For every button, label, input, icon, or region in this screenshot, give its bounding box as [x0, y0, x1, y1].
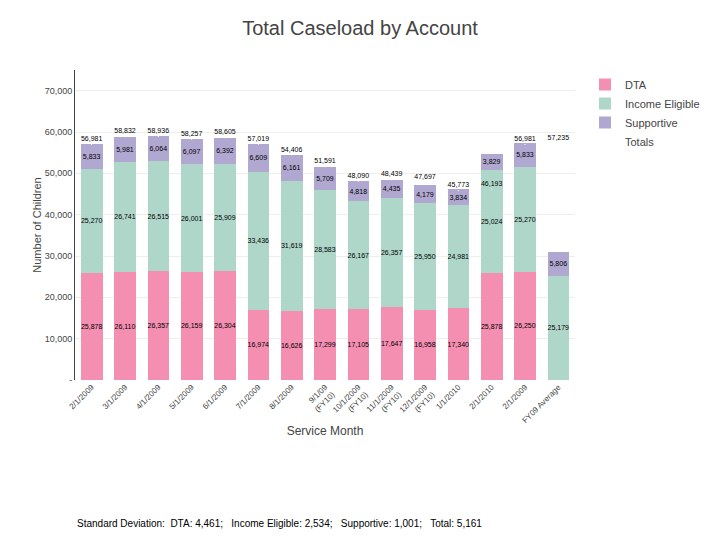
svg-text:6,097: 6,097 — [183, 148, 201, 155]
svg-text:6,064: 6,064 — [150, 145, 168, 152]
svg-text:25,878: 25,878 — [81, 323, 103, 330]
svg-text:5,981: 5,981 — [116, 146, 134, 153]
svg-text:58,832: 58,832 — [114, 127, 136, 134]
svg-text:26,167: 26,167 — [348, 252, 370, 259]
svg-text:26,001: 26,001 — [181, 215, 203, 222]
svg-text:58,936: 58,936 — [148, 127, 170, 134]
svg-text:5,833: 5,833 — [83, 153, 101, 160]
svg-text:16,626: 16,626 — [281, 342, 303, 349]
svg-text:70,000: 70,000 — [45, 86, 73, 96]
svg-text:Supportive: Supportive — [625, 117, 678, 129]
svg-text:2/1/2010: 2/1/2010 — [468, 382, 497, 411]
svg-text:6,609: 6,609 — [250, 154, 268, 161]
svg-text:58,257: 58,257 — [181, 130, 203, 137]
svg-text:8/1/2009: 8/1/2009 — [268, 382, 297, 411]
svg-text:6,392: 6,392 — [216, 147, 234, 154]
svg-text:3/1/2009: 3/1/2009 — [101, 382, 130, 411]
svg-text:-: - — [69, 375, 72, 385]
svg-text:48,090: 48,090 — [348, 172, 370, 179]
svg-text:56,981: 56,981 — [81, 135, 103, 142]
svg-text:10/1/2009(FY10): 10/1/2009(FY10) — [331, 382, 370, 421]
svg-text:54,406: 54,406 — [281, 146, 303, 153]
svg-text:17,647: 17,647 — [381, 340, 403, 347]
svg-text:45,773: 45,773 — [448, 181, 470, 188]
svg-text:26,741: 26,741 — [114, 213, 136, 220]
svg-text:60,000: 60,000 — [45, 127, 73, 137]
svg-text:25,878: 25,878 — [481, 323, 503, 330]
svg-text:26,159: 26,159 — [181, 322, 203, 329]
svg-text:4,818: 4,818 — [350, 188, 368, 195]
svg-text:4,435: 4,435 — [383, 185, 401, 192]
svg-text:24,981: 24,981 — [448, 253, 470, 260]
svg-text:5,806: 5,806 — [550, 260, 568, 267]
svg-text:25,909: 25,909 — [214, 214, 236, 221]
svg-text:Total Caseload by Account: Total Caseload by Account — [242, 17, 478, 39]
svg-text:4/1/2009: 4/1/2009 — [134, 382, 163, 411]
svg-text:Service Month: Service Month — [287, 424, 364, 438]
svg-text:2/1/2009: 2/1/2009 — [68, 382, 97, 411]
svg-text:25,950: 25,950 — [414, 253, 436, 260]
svg-text:16,958: 16,958 — [414, 341, 436, 348]
svg-text:58,605: 58,605 — [214, 128, 236, 135]
svg-text:20,000: 20,000 — [45, 292, 73, 302]
svg-text:26,250: 26,250 — [514, 322, 536, 329]
svg-text:28,583: 28,583 — [314, 246, 336, 253]
svg-text:11/1/2009(FY10): 11/1/2009(FY10) — [365, 382, 404, 421]
svg-text:57,019: 57,019 — [248, 135, 270, 142]
svg-text:FY09 Average: FY09 Average — [520, 382, 563, 425]
svg-text:10,000: 10,000 — [45, 334, 73, 344]
svg-text:12/1/2009(FY10): 12/1/2009(FY10) — [398, 382, 437, 421]
svg-text:3,834: 3,834 — [450, 194, 468, 201]
svg-text:50,000: 50,000 — [45, 168, 73, 178]
svg-text:Income Eligible: Income Eligible — [625, 98, 700, 110]
svg-text:5,709: 5,709 — [316, 175, 334, 182]
svg-text:2/1/2009: 2/1/2009 — [501, 382, 530, 411]
svg-text:40,000: 40,000 — [45, 210, 73, 220]
svg-text:7/1/2009: 7/1/2009 — [234, 382, 263, 411]
svg-text:48,439: 48,439 — [381, 170, 403, 177]
svg-text:26,110: 26,110 — [115, 323, 136, 330]
svg-text:17,340: 17,340 — [448, 341, 470, 348]
svg-text:25,024: 25,024 — [481, 218, 503, 225]
svg-text:25,270: 25,270 — [81, 217, 103, 224]
svg-text:1/1/2010: 1/1/2010 — [434, 382, 463, 411]
svg-text:57,235: 57,235 — [548, 134, 570, 141]
svg-text:47,697: 47,697 — [414, 173, 436, 180]
svg-text:Totals: Totals — [625, 136, 654, 148]
svg-text:33,436: 33,436 — [248, 237, 270, 244]
svg-text:17,299: 17,299 — [314, 341, 336, 348]
svg-text:17,105: 17,105 — [348, 341, 370, 348]
svg-text:46,193: 46,193 — [481, 180, 503, 187]
svg-text:9/1/09(FY10): 9/1/09(FY10) — [306, 382, 337, 413]
svg-text:Standard Deviation: DTA: 4,46: Standard Deviation: DTA: 4,461; Income E… — [77, 518, 482, 529]
svg-text:56,981: 56,981 — [514, 135, 536, 142]
svg-text:25,179: 25,179 — [548, 324, 570, 331]
svg-text:5,833: 5,833 — [516, 151, 534, 158]
svg-text:16,974: 16,974 — [248, 341, 270, 348]
svg-text:DTA: DTA — [625, 79, 647, 91]
svg-text:Number of Children: Number of Children — [31, 177, 43, 272]
svg-text:4,179: 4,179 — [416, 191, 434, 198]
svg-text:30,000: 30,000 — [45, 251, 73, 261]
svg-text:3,829: 3,829 — [483, 158, 501, 165]
svg-text:26,515: 26,515 — [148, 213, 170, 220]
svg-text:6/1/2009: 6/1/2009 — [201, 382, 230, 411]
svg-text:26,304: 26,304 — [214, 322, 236, 329]
svg-text:26,357: 26,357 — [381, 249, 403, 256]
svg-text:51,591: 51,591 — [314, 157, 336, 164]
svg-text:31,619: 31,619 — [281, 242, 303, 249]
svg-text:6,161: 6,161 — [283, 164, 301, 171]
svg-text:26,357: 26,357 — [148, 322, 170, 329]
svg-text:25,270: 25,270 — [514, 216, 536, 223]
svg-text:5/1/2009: 5/1/2009 — [168, 382, 197, 411]
